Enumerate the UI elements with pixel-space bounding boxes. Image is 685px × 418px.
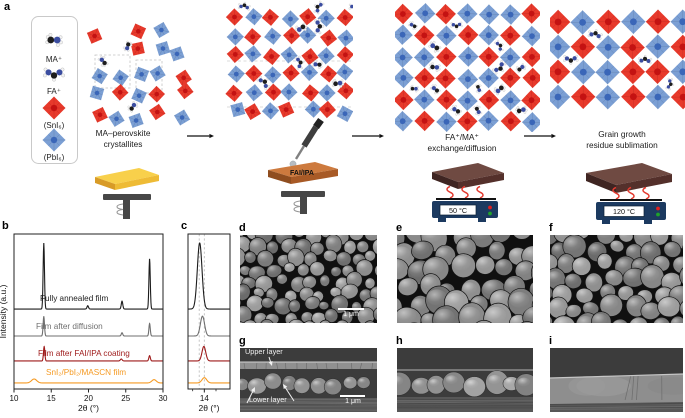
ma-molecule-icon bbox=[45, 32, 63, 47]
stage4-caption-line2: residue sublimation bbox=[586, 140, 658, 150]
curve-label: Fully annealed film bbox=[40, 294, 108, 303]
hotplate-50c-icon: 50 °C bbox=[432, 163, 504, 222]
sem-topview-e bbox=[397, 235, 533, 323]
panel-label-b: b bbox=[2, 220, 9, 232]
panel-label-c: c bbox=[181, 220, 188, 232]
scalebar-d bbox=[338, 308, 364, 310]
spin-coater-icon bbox=[95, 168, 159, 219]
plot-frame bbox=[13, 233, 164, 390]
x-tick-label: 30 bbox=[159, 394, 168, 403]
curve-label: Film after diffusion bbox=[36, 322, 103, 331]
legend-label-fa: FA⁺ bbox=[47, 87, 61, 96]
panel-label-i: i bbox=[549, 335, 553, 347]
xrd-chart-full: Fully annealed film Film after diffusion F… bbox=[0, 233, 168, 413]
panel-label-h: h bbox=[396, 335, 403, 347]
x-tick-label: 14 bbox=[200, 394, 209, 403]
x-axis-label: 2θ (°) bbox=[78, 403, 99, 413]
stage4-caption-line1: Grain growth bbox=[598, 129, 646, 139]
stage3-caption: FA⁺/MA⁺ exchange/diffusion bbox=[407, 132, 517, 154]
scalebar-g-label: 1 μm bbox=[345, 398, 361, 405]
curve-label: Film after FAI/IPA coating bbox=[38, 349, 130, 358]
xrd-curve bbox=[188, 242, 230, 310]
scalebar-d-label: 1 μm bbox=[343, 311, 359, 318]
substrate-board-icon: FAI/IPA bbox=[268, 162, 338, 184]
sni6-octahedron-icon bbox=[42, 96, 66, 120]
plot-frame bbox=[187, 233, 231, 390]
xrd-curve bbox=[14, 345, 163, 362]
xrd-curve bbox=[188, 377, 230, 384]
curve-label: SnI₂/PbI₂/MASCN film bbox=[46, 368, 126, 377]
x-tick-label: 10 bbox=[10, 394, 19, 403]
panel-label-f: f bbox=[549, 222, 553, 234]
stage3-caption-line2: exchange/diffusion bbox=[427, 143, 497, 153]
lattice-exchange-diffusion bbox=[395, 3, 540, 132]
xrd-curve bbox=[188, 345, 230, 362]
fa-molecule-icon bbox=[42, 67, 65, 82]
x-tick-label: 25 bbox=[121, 394, 130, 403]
panel-label-a: a bbox=[4, 1, 11, 13]
x-tick-label: 20 bbox=[84, 394, 93, 403]
x-axis-label: 2θ (°) bbox=[199, 403, 220, 413]
legend-label-sni6: (SnI₆) bbox=[44, 121, 65, 130]
panel-label-g: g bbox=[239, 335, 246, 347]
scalebar-g bbox=[340, 395, 365, 397]
xrd-curve bbox=[14, 242, 163, 310]
panel-label-e: e bbox=[396, 222, 403, 234]
legend-border bbox=[31, 16, 78, 164]
stage1-caption: MA–perovskite crystallites bbox=[68, 128, 178, 150]
lower-layer-annotation: Lower layer bbox=[249, 395, 287, 404]
fai-ipa-board-label: FAI/IPA bbox=[290, 170, 314, 177]
stage3-caption-line1: FA⁺/MA⁺ bbox=[445, 132, 479, 142]
pipette-icon bbox=[294, 117, 324, 160]
sem-crosssection-i bbox=[550, 348, 683, 412]
sem-topview-f bbox=[550, 235, 683, 323]
legend-label-pbi6: (PbI₆) bbox=[44, 153, 65, 162]
lattice-ma-crystallites bbox=[86, 21, 194, 129]
xrd-curve bbox=[188, 315, 230, 337]
lattice-final-film bbox=[550, 9, 685, 110]
sem-crosssection-g bbox=[240, 348, 377, 412]
hotplate-temp-display: 50 °C bbox=[449, 206, 467, 215]
upper-layer-annotation: Upper layer bbox=[245, 347, 283, 356]
stage1-caption-line1: MA–perovskite bbox=[95, 128, 151, 138]
legend-label-ma: MA⁺ bbox=[46, 55, 62, 64]
sem-topview-d bbox=[240, 235, 377, 323]
legend-box: MA⁺ FA⁺ (SnI₆) (PbI₆) bbox=[31, 16, 78, 164]
xrd-curve bbox=[14, 316, 163, 337]
stage1-caption-line2: crystallites bbox=[103, 139, 143, 149]
fai-ipa-station: FAI/IPA bbox=[268, 117, 338, 214]
panel-label-d: d bbox=[239, 222, 246, 234]
lattice-after-fai-coating bbox=[225, 0, 353, 123]
sem-crosssection-h bbox=[397, 348, 533, 412]
y-axis-label: Intensity (a.u.) bbox=[0, 284, 8, 338]
stage4-caption: Grain growth residue sublimation bbox=[566, 129, 678, 151]
x-tick-label: 15 bbox=[47, 394, 56, 403]
xrd-curve bbox=[14, 378, 163, 384]
hotplate-temp-display: 120 °C bbox=[613, 207, 635, 216]
pbi6-octahedron-icon bbox=[42, 128, 66, 152]
hotplate-120c-icon: 120 °C bbox=[586, 163, 672, 224]
